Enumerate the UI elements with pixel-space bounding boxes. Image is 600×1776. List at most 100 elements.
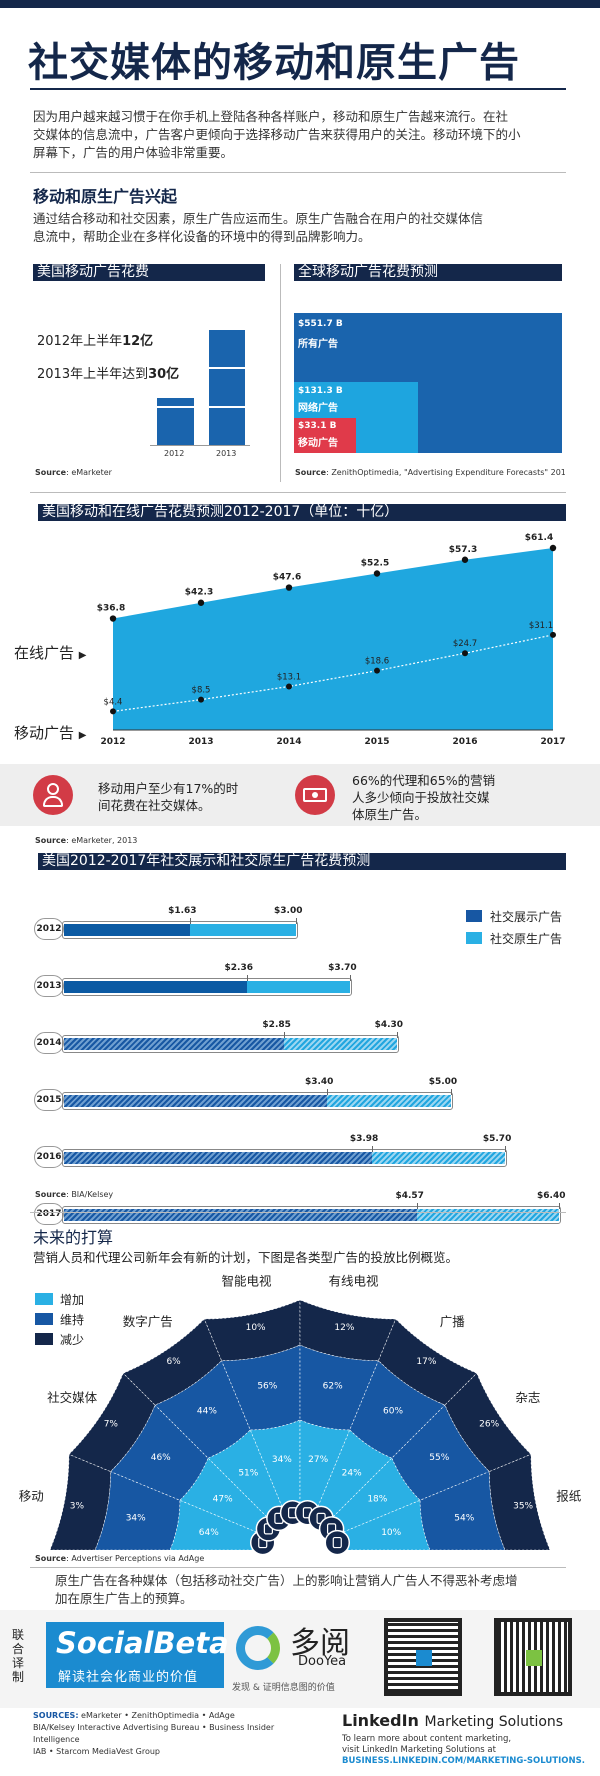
linkedin-logo[interactable]: LinkedIn Marketing Solutions xyxy=(342,1711,563,1730)
x-tick-label: 2014 xyxy=(276,737,301,747)
linkedin-line: To learn more about content marketing, xyxy=(342,1734,512,1744)
mobile-point xyxy=(550,631,556,638)
increase-sector xyxy=(314,1429,393,1523)
segment-percent: 18% xyxy=(367,1494,387,1504)
bar-value-label: $5.70 xyxy=(482,1134,512,1144)
bar-frame xyxy=(62,1206,561,1224)
linkedin-url[interactable]: BUSINESS.LINKEDIN.COM/MARKETING-SOLUTION… xyxy=(342,1756,585,1766)
bar-tick xyxy=(559,1203,560,1209)
bar-value-label: $2.85 xyxy=(262,1020,291,1030)
display-bar xyxy=(64,1095,327,1107)
bar-value-label: $1.63 xyxy=(168,906,197,916)
legend-swatch xyxy=(466,910,482,922)
online-area xyxy=(113,548,553,730)
online-point xyxy=(285,584,293,591)
bar-value-label: $4.57 xyxy=(395,1191,424,1201)
us-mobile-axis xyxy=(150,445,250,446)
mobile-label-text: 移动广告 xyxy=(14,724,75,742)
us-mobile-header: 美国移动广告花费 xyxy=(33,264,265,281)
socialbeta-logo[interactable]: SocialBeta 解读社会化商业的价值 xyxy=(46,1622,229,1688)
semicircle-content: 64% 34% 3% 移动 47% 46% 7% 社交媒体 51% 44% 6% 数字广告 34% 56%… xyxy=(19,1273,582,1560)
segment-percent: 34% xyxy=(272,1455,292,1465)
divider xyxy=(30,1212,566,1213)
display-bar xyxy=(64,981,247,993)
online-data-label: $52.5 xyxy=(361,559,389,569)
future-text: 营销人员和代理公司新年会有新的计划，下图是各类型广告的投放比例概览。 xyxy=(33,1250,459,1265)
bar-tick xyxy=(450,1089,452,1095)
dooyea-tagline: 发现 & 证明信息图的价值 xyxy=(232,1683,335,1693)
category-label: 杂志 xyxy=(515,1390,540,1405)
mobile-series-label: 移动广告 ▶ xyxy=(14,722,87,743)
category-label: 社交媒体 xyxy=(47,1390,98,1405)
legend-swatch xyxy=(35,1313,53,1325)
decrease-sector xyxy=(122,1318,222,1406)
source-text: : BIA/Kelsey xyxy=(66,1190,114,1199)
mobile-point xyxy=(286,683,292,690)
panel-divider xyxy=(280,264,281,482)
source-label: Source xyxy=(35,836,67,845)
bar-value-label: $4.30 xyxy=(374,1020,404,1030)
online-data-label: $47.6 xyxy=(273,573,301,583)
decrease-sector xyxy=(68,1372,156,1472)
line1-value: 12亿 xyxy=(122,334,154,349)
source-note: Source: ZenithOptimedia, "Advertising Ex… xyxy=(295,468,565,477)
year-pill: 2017 xyxy=(34,1203,64,1225)
mobile-point xyxy=(198,696,204,703)
linkedin-line: visit LinkedIn Marketing Solutions at xyxy=(342,1745,496,1755)
increase-sector xyxy=(179,1457,273,1536)
source-note: Source: eMarketer, 2013 xyxy=(35,836,137,845)
sources-footer: SOURCES: eMarketer • ZenithOptimedia • A… xyxy=(33,1710,323,1758)
source-text: : eMarketer xyxy=(66,468,112,477)
money-icon xyxy=(295,775,335,815)
stat-line: 移动用户至少有17%的时 xyxy=(98,781,239,796)
bar-tick xyxy=(190,918,192,924)
source-label: Source xyxy=(35,1190,67,1199)
mobile-data-label: $8.5 xyxy=(192,686,211,696)
legend-label: 减少 xyxy=(60,1333,85,1347)
segment-percent: 10% xyxy=(246,1323,266,1333)
us-mobile-line1: 2012年上半年12亿 xyxy=(37,330,153,349)
qr-code-icon[interactable] xyxy=(384,1618,462,1696)
conclusion-line: 原生广告在各种媒体（包括移动社交广告）上的影响让营销人广告人不得恶补考虑增 xyxy=(55,1573,518,1588)
bar-tick xyxy=(504,1146,506,1152)
source-note: Source: Advertiser Perceptions via AdAge xyxy=(35,1554,204,1563)
category-label: 有线电视 xyxy=(328,1273,379,1288)
segment-percent: 60% xyxy=(383,1407,403,1417)
online-series-label: 在线广告 ▶ xyxy=(14,642,87,663)
bar-tick xyxy=(350,975,352,981)
source-note: Source: BIA/Kelsey xyxy=(35,1190,113,1199)
line2-prefix: 2013年上半年达到 xyxy=(37,367,149,382)
stat-right: 66%的代理和65%的营销 人多少倾向于投放社交媒 体原生广告。 xyxy=(352,772,495,823)
segment-percent: 34% xyxy=(126,1513,146,1523)
qr-code-icon[interactable] xyxy=(494,1618,572,1696)
x-tick-label: 2012 xyxy=(100,737,125,747)
bar-value-label: $6.40 xyxy=(537,1191,566,1201)
all-ads-value: $551.7 B xyxy=(298,319,343,329)
mobile-point xyxy=(462,650,468,657)
legend-label: 社交展示广告 xyxy=(490,910,563,924)
online-data-label: $57.3 xyxy=(449,545,477,555)
sources-label: SOURCES: xyxy=(33,1711,79,1720)
year-label: 2012 xyxy=(164,449,185,458)
segment-percent: 12% xyxy=(334,1323,354,1333)
stat-line: 体原生广告。 xyxy=(352,807,428,822)
online-point xyxy=(461,556,469,563)
x-tick-label: 2016 xyxy=(452,737,477,747)
segment-percent: 55% xyxy=(429,1453,449,1463)
sources-line: BIA/Kelsey Interactive Advertising Burea… xyxy=(33,1723,275,1744)
channel-glyph xyxy=(332,1536,342,1549)
mobile-point xyxy=(374,667,380,674)
increase-sector xyxy=(169,1499,264,1551)
us-mobile-line2: 2013年上半年达到30亿 xyxy=(37,363,179,382)
source-label: Source xyxy=(35,1554,67,1563)
arrow-right-icon: ▶ xyxy=(78,650,87,661)
increase-sector xyxy=(207,1429,286,1523)
conclusion-line: 加在原生广告上的预算。 xyxy=(55,1591,193,1606)
intro-line: 因为用户越来越习惯于在你手机上登陆各种各样账户，移动和原生广告越来流行。在社 xyxy=(33,109,509,124)
section-text: 通过结合移动和社交因素，原生广告应运而生。原生广告融合在用户的社交媒体信 息流中… xyxy=(33,210,573,246)
bar-tick xyxy=(417,1203,419,1209)
sources-line: eMarketer • ZenithOptimedia • AdAge xyxy=(78,1711,235,1720)
online-data-label: $36.8 xyxy=(97,604,125,614)
bar-2013-b xyxy=(209,369,245,406)
section-line: 通过结合移动和社交因素，原生广告应运而生。原生广告融合在用户的社交媒体信 xyxy=(33,211,484,226)
